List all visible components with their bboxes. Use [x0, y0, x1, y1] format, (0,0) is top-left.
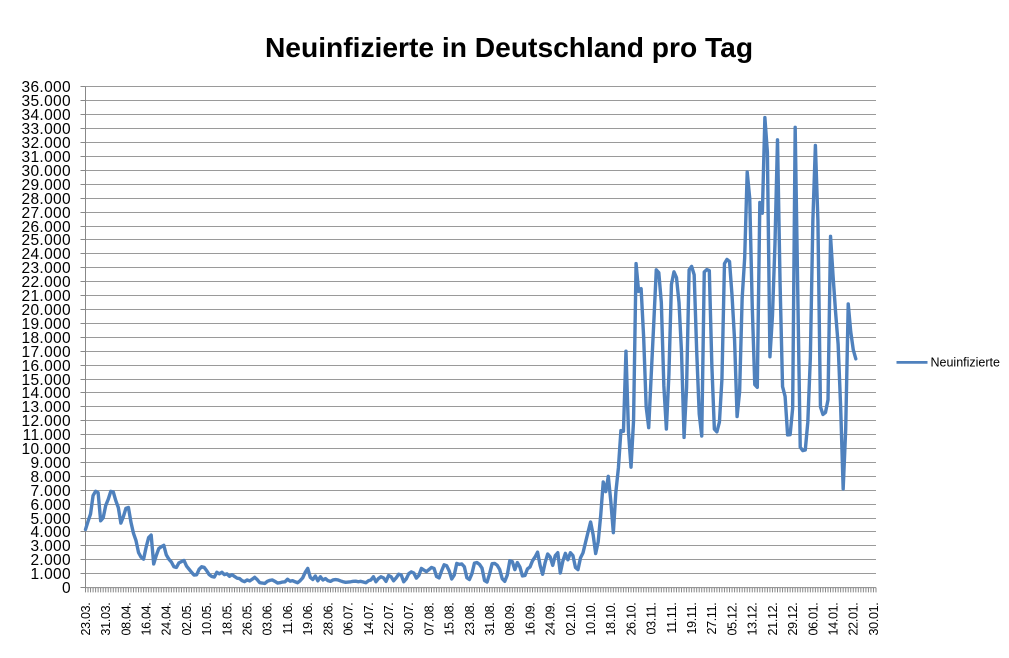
- svg-text:5.000: 5.000: [30, 511, 71, 528]
- svg-text:Neuinfizierte in Deutschland p: Neuinfizierte in Deutschland pro Tag: [265, 31, 753, 63]
- svg-text:26.000: 26.000: [21, 219, 71, 236]
- svg-text:24.04.: 24.04.: [160, 603, 174, 636]
- svg-text:23.03.: 23.03.: [79, 603, 93, 636]
- svg-text:34.000: 34.000: [21, 107, 71, 124]
- svg-text:21.12.: 21.12.: [766, 603, 780, 636]
- svg-text:15.08.: 15.08.: [443, 603, 457, 636]
- svg-text:23.08.: 23.08.: [463, 603, 477, 636]
- svg-text:03.11.: 03.11.: [645, 603, 659, 635]
- svg-text:16.04.: 16.04.: [140, 603, 154, 636]
- svg-text:16.09.: 16.09.: [523, 603, 537, 636]
- svg-text:23.000: 23.000: [21, 260, 71, 277]
- svg-text:13.12.: 13.12.: [746, 603, 760, 636]
- svg-text:11.06.: 11.06.: [281, 603, 295, 635]
- svg-text:26.10.: 26.10.: [624, 603, 638, 636]
- svg-text:0: 0: [62, 580, 71, 597]
- svg-text:35.000: 35.000: [21, 93, 71, 110]
- svg-text:31.03.: 31.03.: [99, 603, 113, 636]
- svg-text:9.000: 9.000: [30, 455, 71, 472]
- svg-text:14.01.: 14.01.: [827, 603, 841, 636]
- svg-text:30.000: 30.000: [21, 163, 71, 180]
- svg-text:29.12.: 29.12.: [786, 603, 800, 636]
- svg-text:19.000: 19.000: [21, 316, 71, 333]
- svg-text:18.05.: 18.05.: [220, 603, 234, 636]
- svg-text:33.000: 33.000: [21, 121, 71, 138]
- svg-text:24.000: 24.000: [21, 246, 71, 263]
- svg-text:11.11.: 11.11.: [665, 603, 679, 634]
- svg-text:30.07.: 30.07.: [402, 603, 416, 636]
- svg-text:02.10.: 02.10.: [564, 603, 578, 636]
- svg-text:8.000: 8.000: [30, 469, 71, 486]
- svg-text:27.000: 27.000: [21, 205, 71, 222]
- svg-text:2.000: 2.000: [30, 552, 71, 569]
- svg-text:19.06.: 19.06.: [301, 603, 315, 636]
- svg-text:27.11.: 27.11.: [705, 603, 719, 635]
- svg-text:22.000: 22.000: [21, 274, 71, 291]
- svg-text:15.000: 15.000: [21, 372, 71, 389]
- svg-text:19.11.: 19.11.: [685, 603, 699, 635]
- svg-text:4.000: 4.000: [30, 524, 71, 541]
- svg-text:31.000: 31.000: [21, 149, 71, 166]
- svg-text:02.05.: 02.05.: [180, 603, 194, 636]
- svg-text:7.000: 7.000: [30, 483, 71, 500]
- svg-text:10.000: 10.000: [21, 441, 71, 458]
- svg-text:11.000: 11.000: [23, 427, 71, 444]
- svg-text:28.000: 28.000: [21, 191, 71, 208]
- svg-text:22.01.: 22.01.: [847, 603, 861, 636]
- svg-text:32.000: 32.000: [21, 135, 71, 152]
- svg-text:1.000: 1.000: [30, 566, 71, 583]
- svg-text:08.09.: 08.09.: [503, 603, 517, 636]
- svg-text:06.01.: 06.01.: [806, 603, 820, 636]
- svg-text:25.000: 25.000: [21, 232, 71, 249]
- svg-text:07.08.: 07.08.: [422, 603, 436, 636]
- svg-text:31.08.: 31.08.: [483, 603, 497, 636]
- svg-text:21.000: 21.000: [21, 288, 71, 305]
- svg-text:6.000: 6.000: [30, 497, 71, 514]
- svg-text:08.04.: 08.04.: [119, 603, 133, 636]
- svg-text:12.000: 12.000: [21, 413, 71, 430]
- svg-text:10.05.: 10.05.: [200, 603, 214, 636]
- svg-text:10.10.: 10.10.: [584, 603, 598, 636]
- svg-text:06.07.: 06.07.: [342, 603, 356, 636]
- svg-text:18.10.: 18.10.: [604, 603, 618, 636]
- svg-text:26.05.: 26.05.: [241, 603, 255, 636]
- svg-text:14.07.: 14.07.: [362, 603, 376, 636]
- svg-text:16.000: 16.000: [21, 358, 71, 375]
- svg-text:30.01.: 30.01.: [867, 603, 881, 636]
- svg-text:20.000: 20.000: [21, 302, 71, 319]
- svg-text:Neuinfizierte: Neuinfizierte: [931, 355, 1001, 369]
- svg-text:03.06.: 03.06.: [261, 603, 275, 636]
- svg-text:36.000: 36.000: [21, 79, 71, 96]
- svg-text:28.06.: 28.06.: [321, 603, 335, 636]
- svg-text:13.000: 13.000: [21, 399, 71, 416]
- svg-text:29.000: 29.000: [21, 177, 71, 194]
- svg-text:18.000: 18.000: [21, 330, 71, 347]
- svg-text:3.000: 3.000: [30, 538, 71, 555]
- svg-text:24.09.: 24.09.: [544, 603, 558, 636]
- svg-text:17.000: 17.000: [21, 344, 71, 361]
- svg-text:05.12.: 05.12.: [725, 603, 739, 636]
- svg-text:14.000: 14.000: [21, 385, 71, 402]
- svg-text:22.07.: 22.07.: [382, 603, 396, 636]
